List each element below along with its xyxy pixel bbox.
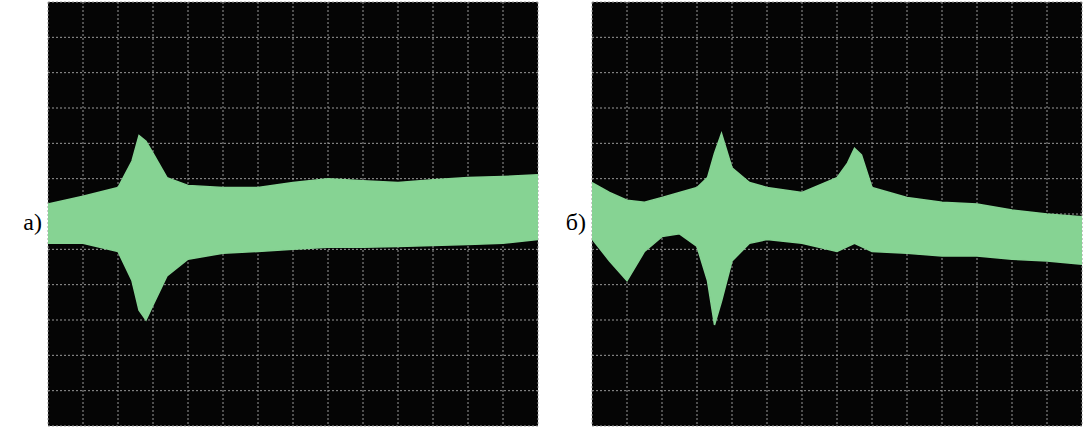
grid-line-y	[592, 37, 1082, 38]
grid	[592, 2, 1082, 426]
grid-line-y	[592, 2, 1082, 3]
grid-line-y	[48, 2, 538, 3]
grid-line-y	[592, 355, 1082, 356]
panel	[48, 2, 538, 426]
grid-line-y	[48, 143, 538, 144]
grid-line-y	[48, 426, 538, 427]
panel-label: а)	[23, 209, 42, 235]
plot-background	[592, 2, 1082, 426]
grid-line-y	[592, 320, 1082, 321]
panel-label: б)	[566, 209, 586, 235]
signal-edge	[48, 136, 538, 205]
grid-line-y	[48, 284, 538, 285]
grid-line-y	[48, 355, 538, 356]
signal-band	[592, 133, 1082, 325]
grid-line-y	[48, 108, 538, 109]
signal-edge	[592, 234, 1082, 325]
grid-line-y	[592, 390, 1082, 391]
grid-line-y	[48, 320, 538, 321]
marks	[592, 133, 1082, 325]
grid-line-y	[592, 108, 1082, 109]
signal-band	[48, 136, 538, 320]
panel	[592, 2, 1082, 426]
signal-edge	[592, 133, 1082, 216]
grid-line-y	[592, 72, 1082, 73]
grid-line-y	[592, 143, 1082, 144]
grid-line-y	[592, 426, 1082, 427]
figure: а) б)	[0, 0, 1087, 428]
grid	[48, 2, 538, 426]
grid-line-y	[48, 390, 538, 391]
grid-line-y	[48, 37, 538, 38]
signal-edge	[48, 239, 538, 320]
marks	[48, 136, 538, 320]
grid-line-y	[48, 72, 538, 73]
grid-line-y	[592, 284, 1082, 285]
plot-background	[48, 2, 538, 426]
